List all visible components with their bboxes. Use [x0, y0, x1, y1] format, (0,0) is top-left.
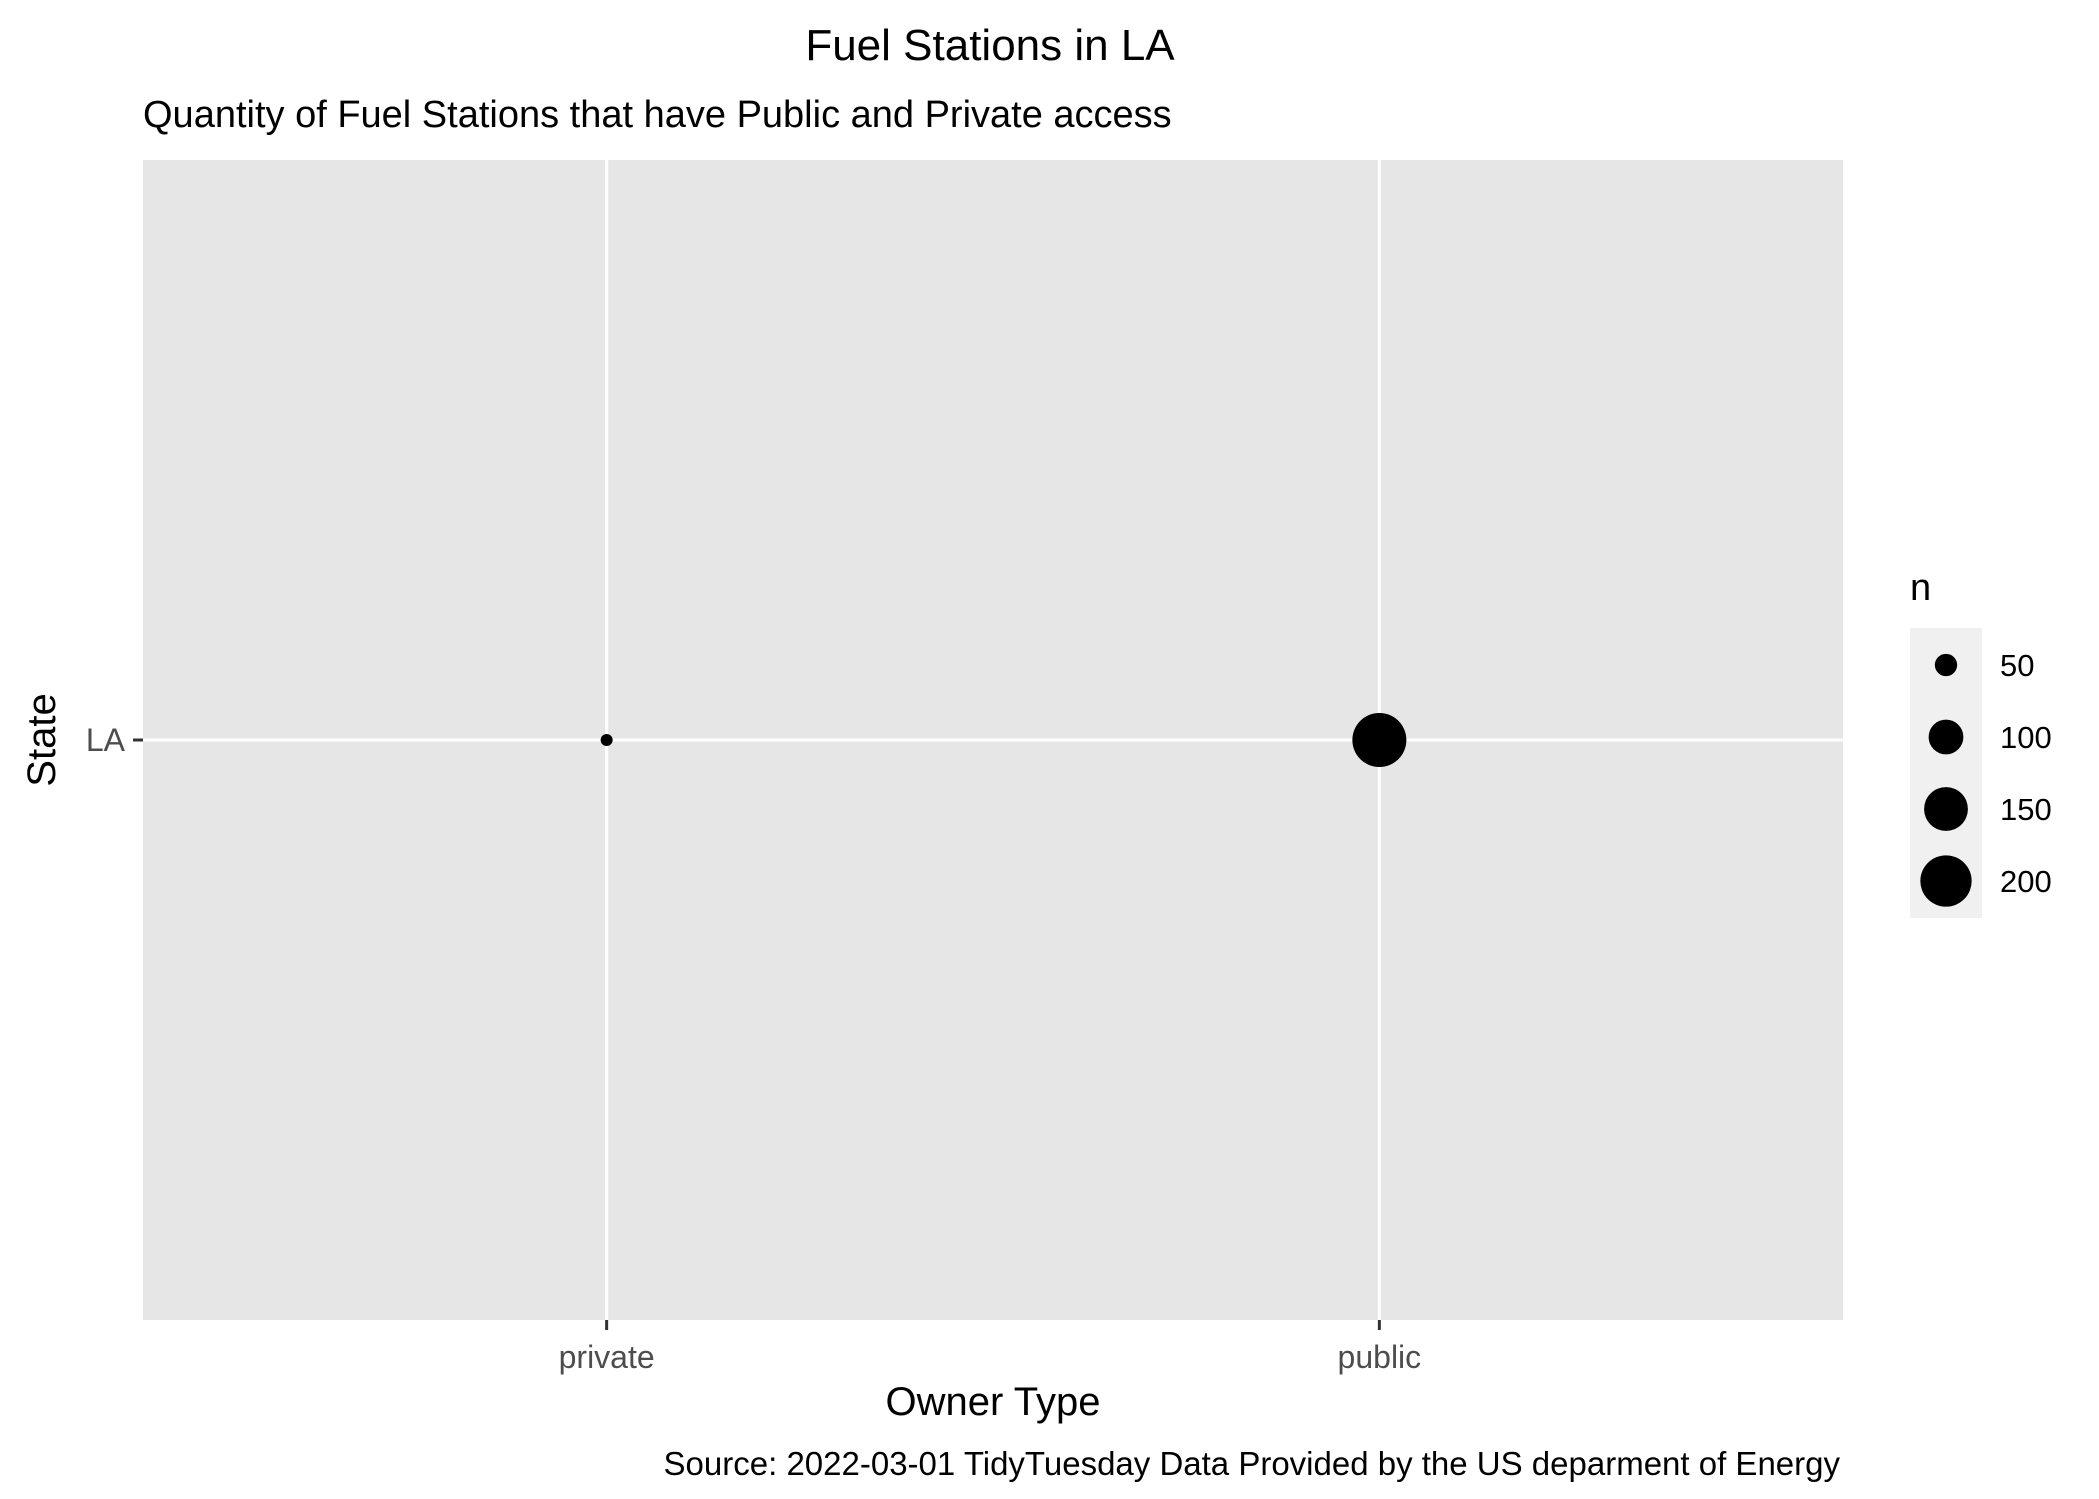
- legend-title: n: [1910, 567, 1931, 609]
- x-axis-label: Owner Type: [886, 1380, 1101, 1424]
- data-points: [600, 713, 1407, 767]
- y-tick-label-LA: LA: [86, 722, 126, 758]
- legend-label-200: 200: [2000, 864, 2052, 899]
- legend-label-100: 100: [2000, 720, 2052, 755]
- point-private-LA: [600, 734, 613, 746]
- legend-label-50: 50: [2000, 648, 2034, 683]
- point-public-LA: [1352, 713, 1407, 767]
- legend-key-200: [1920, 855, 1972, 907]
- axis-ticks: private public LA: [86, 722, 1421, 1375]
- legend-key-100: [1928, 719, 1964, 755]
- chart-title: Fuel Stations in LA: [805, 21, 1175, 70]
- chart-subtitle: Quantity of Fuel Stations that have Publ…: [143, 94, 1172, 136]
- size-legend: n 50 100 150 200: [1910, 567, 2052, 918]
- y-axis-label: State: [20, 693, 64, 786]
- x-tick-label-private: private: [559, 1339, 655, 1375]
- legend-key-150: [1924, 787, 1968, 831]
- chart-caption: Source: 2022-03-01 TidyTuesday Data Prov…: [664, 1445, 1841, 1482]
- legend-key-50: [1934, 653, 1958, 677]
- legend-label-150: 150: [2000, 792, 2052, 827]
- x-tick-label-public: public: [1338, 1339, 1422, 1375]
